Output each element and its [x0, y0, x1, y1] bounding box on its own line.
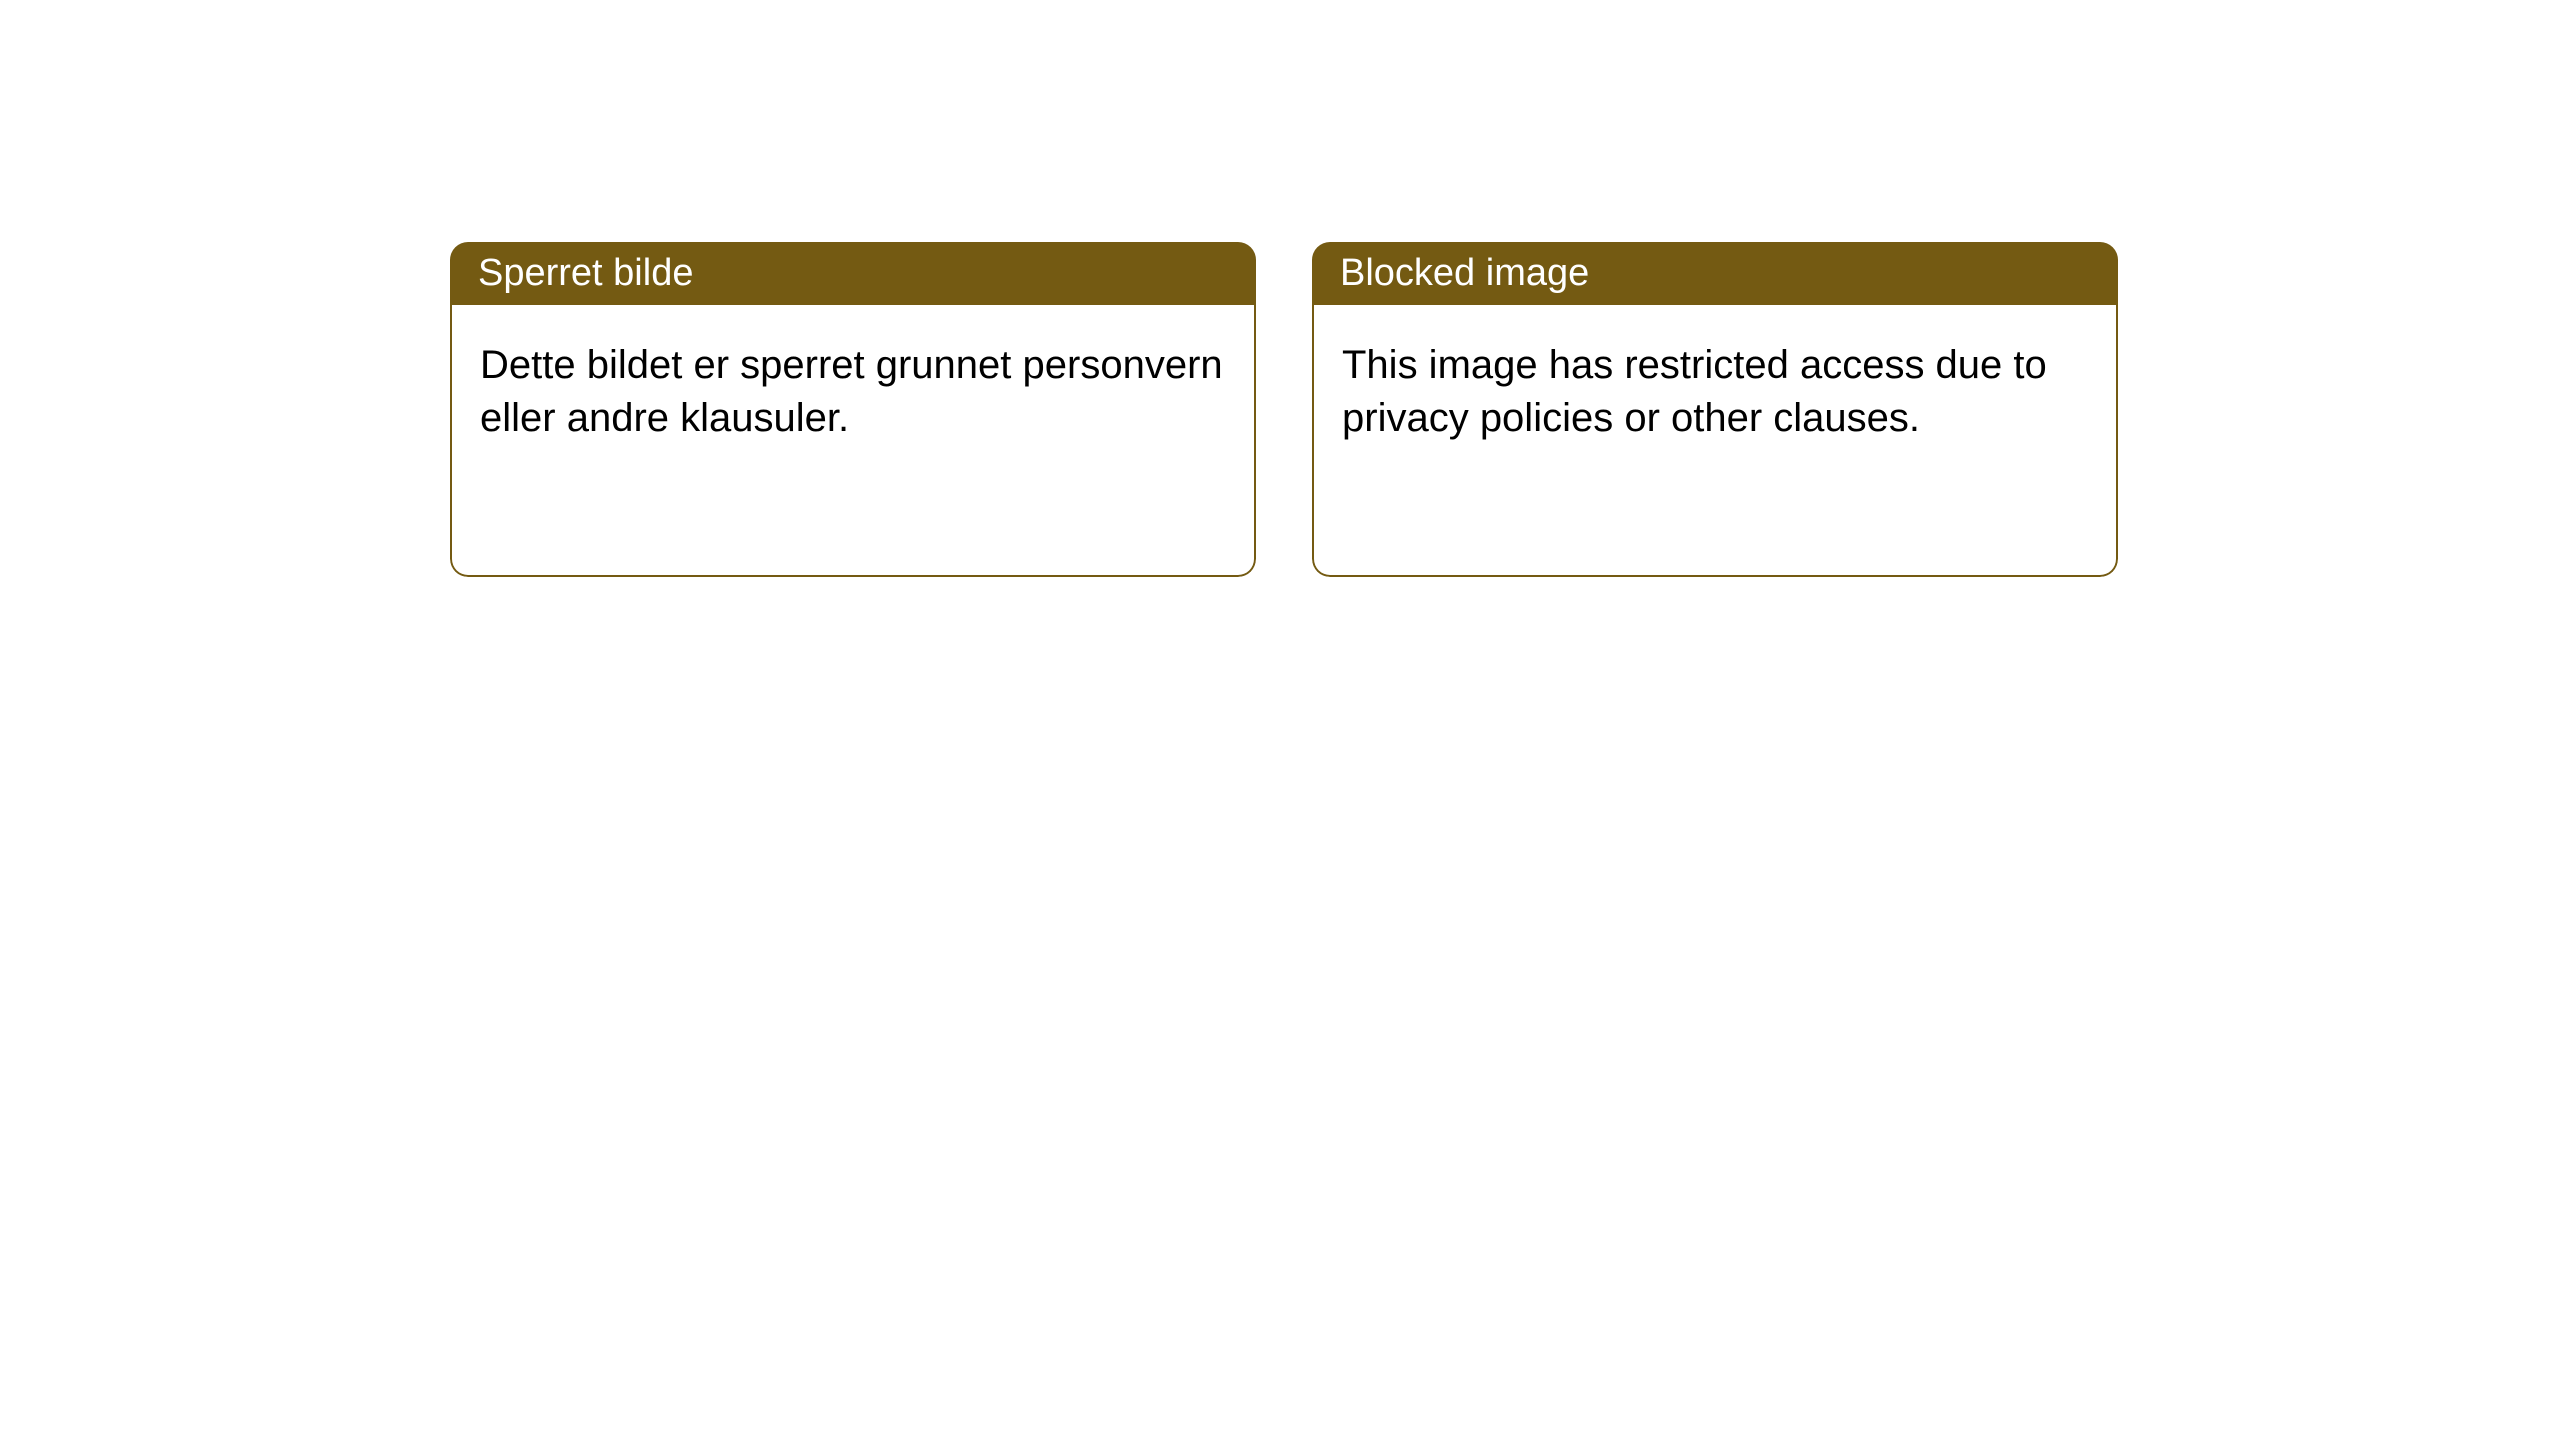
notice-container: Sperret bilde Dette bildet er sperret gr… [0, 0, 2560, 577]
card-header-norwegian: Sperret bilde [450, 242, 1256, 305]
blocked-image-card-english: Blocked image This image has restricted … [1312, 242, 2118, 577]
card-body-english: This image has restricted access due to … [1312, 305, 2118, 577]
card-header-english: Blocked image [1312, 242, 2118, 305]
card-body-norwegian: Dette bildet er sperret grunnet personve… [450, 305, 1256, 577]
blocked-image-card-norwegian: Sperret bilde Dette bildet er sperret gr… [450, 242, 1256, 577]
